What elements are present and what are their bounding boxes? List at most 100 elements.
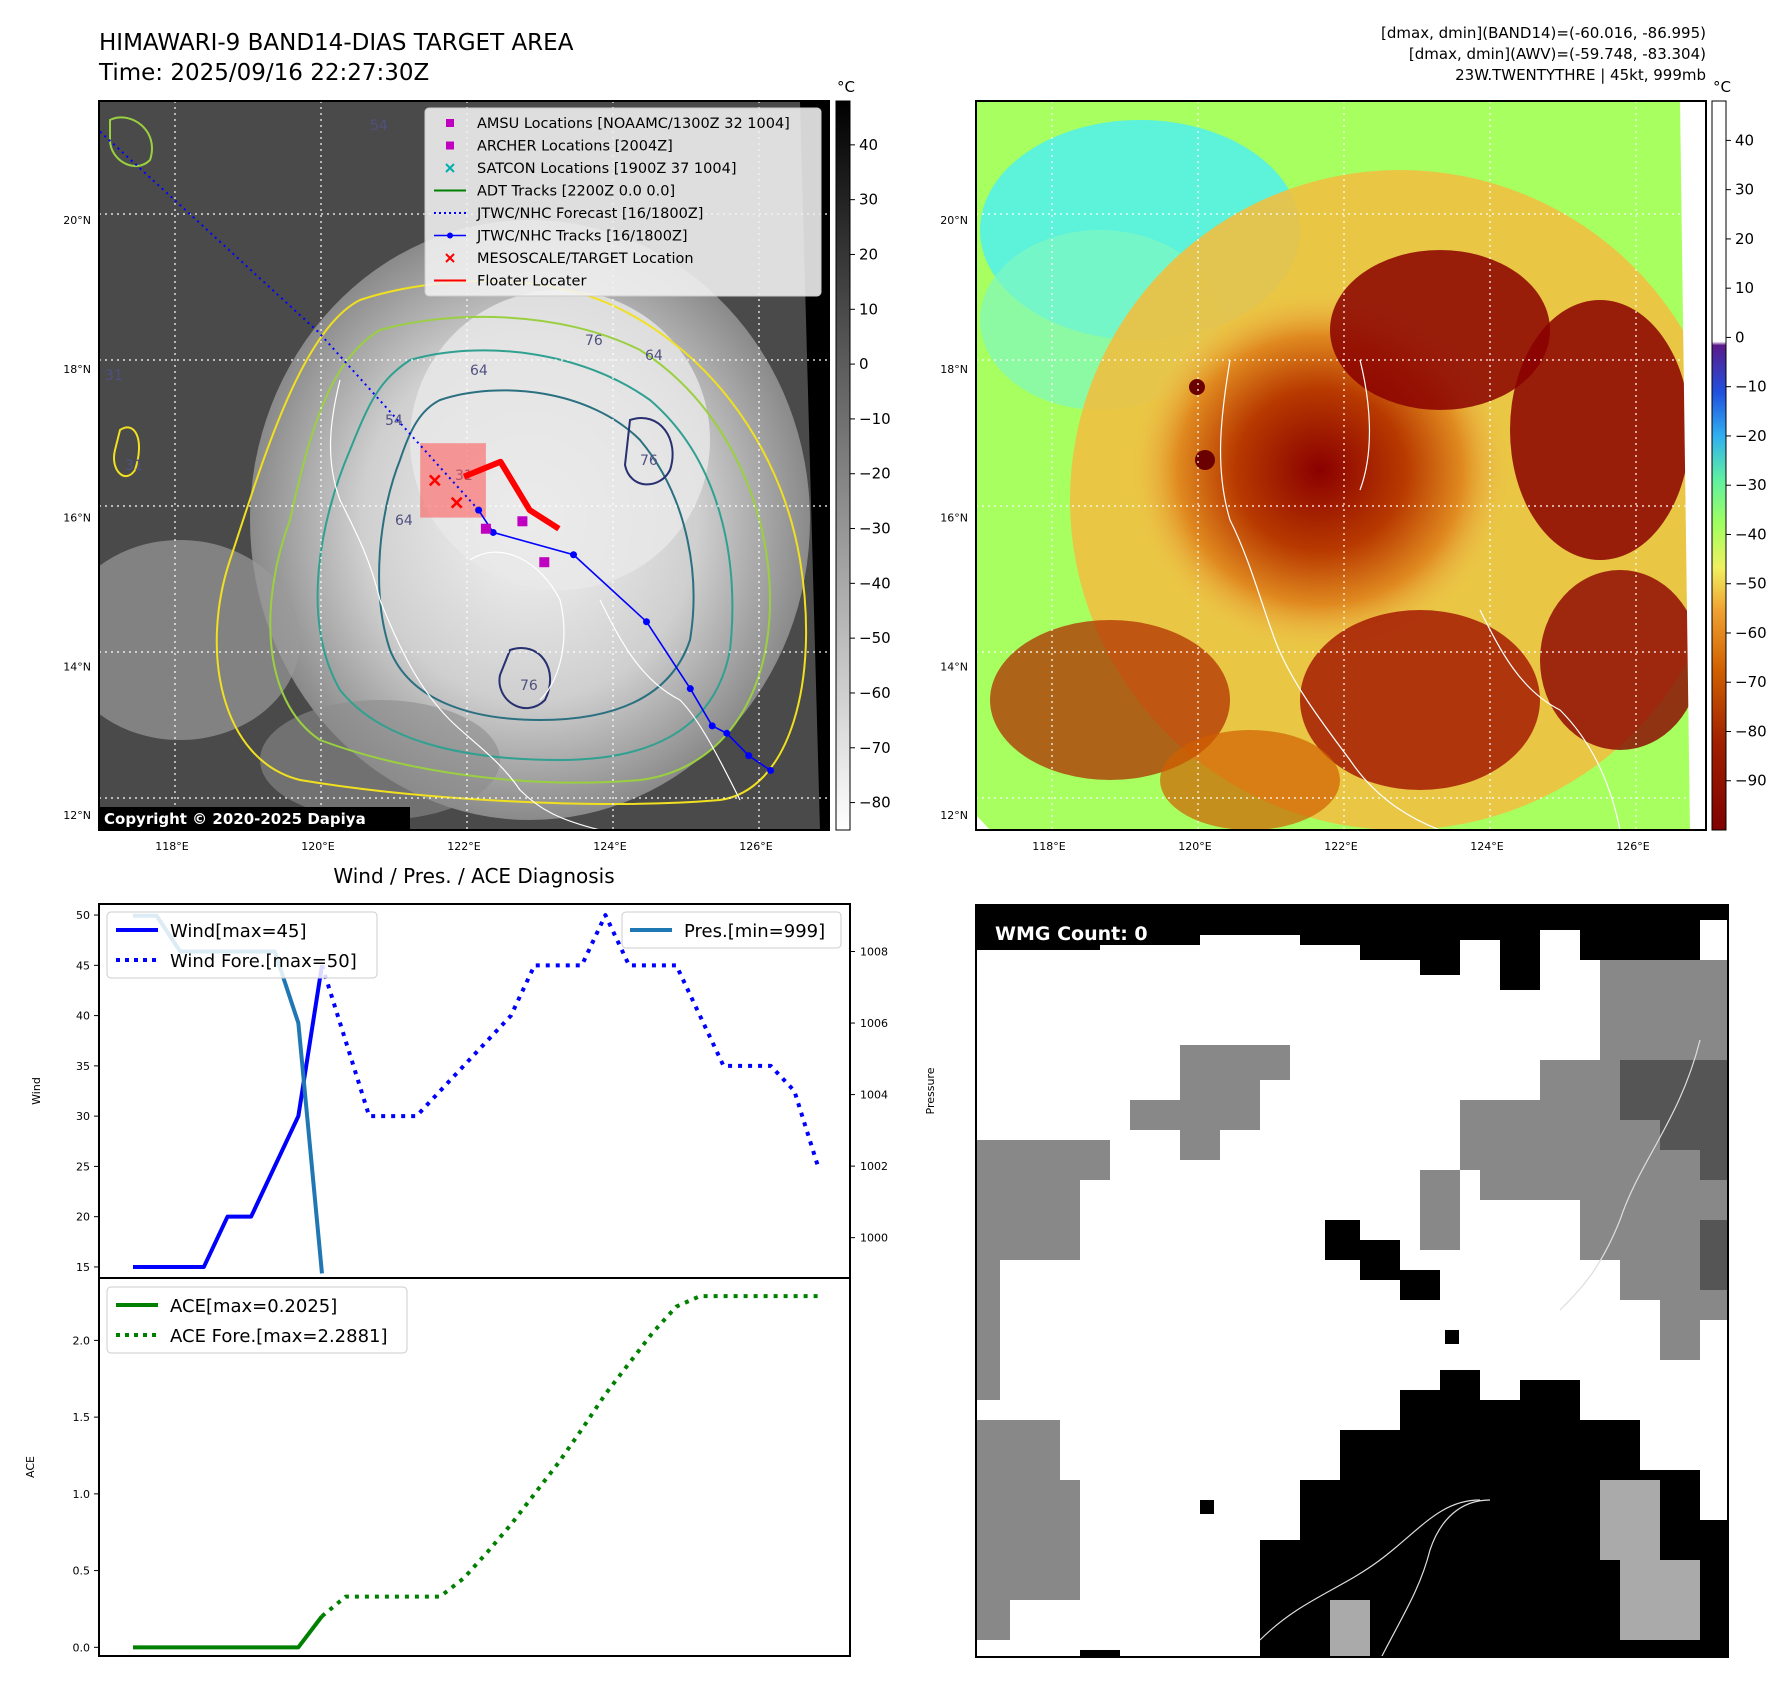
- ace-tick-label: 1.0: [73, 1488, 91, 1501]
- colorbar-tick-label: 30: [1735, 181, 1754, 199]
- jtwc-track-point: [767, 766, 775, 774]
- jtwc-track-point: [745, 752, 753, 760]
- lat-tick-label: 18°N: [63, 363, 91, 376]
- archer-point: [480, 523, 491, 534]
- lon-tick-label: 122°E: [1324, 840, 1357, 853]
- colorbar-tick-label: −60: [859, 684, 891, 702]
- colorbar-tick-label: −90: [1735, 772, 1767, 790]
- wmg-dark-gray-region: [1620, 1060, 1728, 1180]
- wmg-light-gray-region: [1600, 1480, 1700, 1640]
- wind-legend: [106, 911, 378, 979]
- awv-cold-top: [1510, 300, 1690, 560]
- lon-tick-label: 120°E: [301, 840, 334, 853]
- contour-label: 76: [520, 678, 538, 694]
- wmg-cold-region: [976, 905, 1728, 1000]
- ace-forecast-series-line: [320, 1294, 818, 1618]
- wind-legend-label: Wind[max=45]: [170, 921, 307, 942]
- awv-gridlines: [976, 101, 1706, 830]
- ace-tick-label: 2.0: [73, 1334, 91, 1347]
- wind-tick-label: 30: [76, 1110, 90, 1123]
- wind-fore-legend-label: Wind Fore.[max=50]: [170, 951, 357, 972]
- lat-tick-label: 20°N: [63, 214, 91, 227]
- target-x-marker: [450, 496, 463, 509]
- wmg-gray-region: [1130, 1045, 1290, 1160]
- jtwc-track-point: [570, 551, 577, 559]
- colorbar-tick-label: −20: [1735, 427, 1767, 445]
- ir-contours: [109, 116, 808, 805]
- wmg-light-gray-region: [1330, 1600, 1370, 1657]
- copyright-text: Copyright © 2020-2025 Dapiya: [104, 810, 366, 828]
- ace-series-line: [133, 1615, 324, 1650]
- wmg-panel: WMG Count: 0: [975, 904, 1729, 1658]
- info-line-awv: [dmax, dmin](AWV)=(-59.748, -83.304): [1409, 45, 1706, 63]
- archer-point: [517, 516, 528, 527]
- legend-label: JTWC/NHC Tracks [16/1800Z]: [476, 229, 688, 245]
- copyright-box: [99, 807, 410, 830]
- info-line-storm: 23W.TWENTYTHRE | 45kt, 999mb: [1455, 66, 1706, 84]
- awv-cold-top: [1300, 610, 1540, 790]
- ace-legend: [106, 1286, 408, 1354]
- colorbar-tick-label: −70: [1735, 673, 1767, 691]
- ir-map-panel: 76 64 76 64 54 54 31 31 31 76 64 Copyrig…: [63, 78, 891, 853]
- colorbar-tick-label: −40: [859, 574, 891, 592]
- contour-label: 64: [470, 363, 488, 379]
- lon-tick-label: 120°E: [1178, 840, 1211, 853]
- lat-tick-label: 14°N: [63, 660, 91, 673]
- legend-label: ADT Tracks [2200Z 0.0 0.0]: [477, 184, 675, 200]
- legend-swatch: [446, 119, 454, 127]
- awv-nodata-edge: [1680, 101, 1706, 830]
- lat-tick-label: 12°N: [940, 809, 968, 822]
- colorbar-tick-label: 40: [1735, 131, 1754, 149]
- pressure-tick-label: 1002: [860, 1160, 888, 1173]
- wind-tick-label: 50: [76, 909, 90, 922]
- contour-label: 31: [105, 368, 123, 384]
- wmg-gray-region: [976, 1420, 1080, 1640]
- ir-colorbar: [835, 100, 851, 831]
- colorbar-tick-label: −30: [1735, 476, 1767, 494]
- awv-coastline: [1219, 359, 1621, 830]
- diagnosis-title: Wind / Pres. / ACE Diagnosis: [333, 864, 614, 888]
- ace-axis-label: ACE: [24, 1456, 37, 1478]
- legend-swatch: [445, 163, 455, 173]
- legend-label: AMSU Locations [NOAAMC/1300Z 32 1004]: [477, 116, 790, 132]
- ace-tick-label: 0.0: [73, 1641, 91, 1654]
- ace-legend-label: ACE[max=0.2025]: [170, 1296, 337, 1317]
- legend-label: JTWC/NHC Forecast [16/1800Z]: [476, 206, 703, 222]
- lon-tick-label: 124°E: [593, 840, 626, 853]
- jtwc-track-point: [723, 729, 731, 737]
- colorbar-tick-label: 10: [859, 300, 878, 318]
- contour-label: 76: [585, 333, 603, 349]
- jtwc-track-point: [686, 685, 694, 693]
- wmg-dark-gray-region: [1700, 1220, 1728, 1290]
- map-legend-items: AMSU Locations [NOAAMC/1300Z 32 1004] ARC…: [434, 116, 790, 290]
- colorbar-tick-label: 0: [1735, 328, 1745, 346]
- contour-label: 54: [370, 118, 388, 134]
- lat-tick-label: 18°N: [940, 363, 968, 376]
- lat-tick-label: 16°N: [940, 512, 968, 525]
- awv-map-axes: 20°N 18°N 16°N 14°N 12°N 118°E 120°E 122°E 124°E…: [940, 214, 1650, 853]
- contour-label: 31: [125, 458, 143, 474]
- wmg-gray-region: [976, 1140, 1110, 1400]
- awv-nodata-corner: [976, 815, 990, 830]
- pressure-legend-label: Pres.[min=999]: [684, 921, 825, 942]
- info-line-band14: [dmax, dmin](BAND14)=(-60.016, -86.995): [1381, 24, 1706, 42]
- contour-label: 54: [385, 413, 403, 429]
- ir-colorbar-unit: °C: [837, 78, 855, 96]
- lat-tick-label: 16°N: [63, 512, 91, 525]
- lat-tick-label: 14°N: [940, 660, 968, 673]
- pressure-tick-label: 1008: [860, 946, 888, 959]
- legend-label: Floater Locater: [477, 274, 586, 290]
- lon-tick-label: 124°E: [1470, 840, 1503, 853]
- colorbar-tick-label: 20: [859, 245, 878, 263]
- awv-map-frame: [975, 100, 1707, 831]
- wind-series-line: [133, 965, 324, 1269]
- awv-cold-spot: [1195, 450, 1215, 470]
- archer-point: [539, 557, 550, 568]
- jtwc-track-point: [475, 506, 483, 514]
- colorbar-tick-label: −50: [859, 629, 891, 647]
- jtwc-forecast-line: [99, 130, 480, 511]
- colorbar-tick-label: 40: [859, 136, 878, 154]
- colorbar-tick-label: −80: [859, 794, 891, 812]
- awv-cold-spot: [1189, 379, 1205, 395]
